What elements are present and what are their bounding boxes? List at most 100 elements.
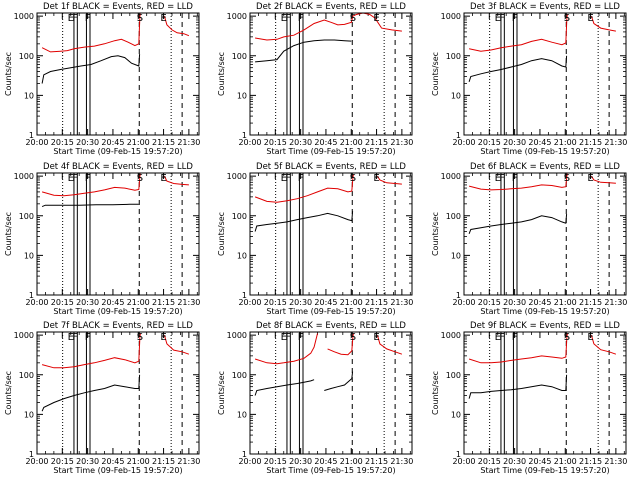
x-axis-label: Start Time (09-Feb-15 19:57:20) bbox=[53, 466, 182, 475]
lld-series-line bbox=[41, 333, 141, 369]
x-tick-label: 21:15 bbox=[152, 298, 175, 307]
events-series-line bbox=[324, 371, 354, 391]
event-marker: E bbox=[495, 332, 501, 343]
x-tick-label: 20:15 bbox=[264, 298, 287, 307]
y-axis-label: Counts/sec bbox=[431, 212, 440, 256]
chart-title: Det 7f BLACK = Events, RED = LLD bbox=[43, 321, 193, 331]
lld-series-line bbox=[254, 174, 354, 203]
x-tick-label: 21:00 bbox=[127, 457, 150, 466]
lld-series-line bbox=[41, 13, 141, 53]
x-tick-label: 20:00 bbox=[238, 457, 261, 466]
y-axis-label: Counts/sec bbox=[431, 371, 440, 415]
x-axis-label: Start Time (09-Feb-15 19:57:20) bbox=[480, 466, 609, 475]
chart-title: Det 6f BLACK = Events, RED = LLD bbox=[470, 162, 620, 172]
y-axis-label: Counts/sec bbox=[431, 52, 440, 96]
event-marker: S bbox=[350, 173, 356, 184]
plot-frame bbox=[36, 172, 200, 296]
y-axis-label: Counts/sec bbox=[4, 371, 13, 415]
event-marker: F bbox=[85, 173, 91, 184]
x-tick-label: 21:30 bbox=[604, 138, 627, 147]
chart-panel-2: Det 2f BLACK = Events, RED = LLD Counts/s… bbox=[217, 2, 413, 156]
x-tick-label: 20:00 bbox=[452, 457, 475, 466]
events-series-line bbox=[41, 374, 141, 412]
y-tick-label: 1 bbox=[242, 131, 247, 140]
y-tick-label: 1000 bbox=[14, 331, 34, 340]
y-tick-label: 1 bbox=[29, 131, 34, 140]
y-tick-label: 1000 bbox=[227, 172, 247, 181]
x-tick-label: 20:00 bbox=[452, 138, 475, 147]
plot-frame bbox=[463, 172, 627, 296]
x-tick-label: 21:00 bbox=[340, 298, 363, 307]
event-marker: E bbox=[160, 13, 166, 24]
events-series-line bbox=[468, 214, 568, 234]
y-tick-label: 1 bbox=[242, 291, 247, 300]
x-tick-label: 21:30 bbox=[177, 138, 200, 147]
event-marker: E bbox=[495, 13, 501, 24]
y-axis-label: Counts/sec bbox=[4, 212, 13, 256]
event-marker: E bbox=[160, 332, 166, 343]
x-tick-label: 20:00 bbox=[452, 298, 475, 307]
event-marker: F bbox=[285, 173, 291, 184]
y-tick-label: 1000 bbox=[441, 172, 461, 181]
lld-series-line bbox=[590, 175, 616, 184]
events-series-line bbox=[254, 379, 315, 396]
x-tick-label: 21:15 bbox=[365, 138, 388, 147]
x-tick-label: 21:00 bbox=[127, 138, 150, 147]
chart-panel-7: Det 7f BLACK = Events, RED = LLD Counts/s… bbox=[4, 321, 200, 475]
x-tick-label: 20:45 bbox=[101, 138, 124, 147]
x-axis-label: Start Time (09-Feb-15 19:57:20) bbox=[266, 466, 395, 475]
y-tick-label: 10 bbox=[237, 410, 247, 419]
event-marker: S bbox=[350, 332, 356, 343]
chart-title: Det 9f BLACK = Events, RED = LLD bbox=[470, 321, 620, 331]
x-tick-label: 20:30 bbox=[76, 298, 99, 307]
event-marker: S bbox=[137, 332, 143, 343]
event-marker: E bbox=[373, 332, 379, 343]
y-tick-label: 1000 bbox=[14, 172, 34, 181]
x-tick-label: 21:15 bbox=[365, 457, 388, 466]
chart-panel-8: Det 8f BLACK = Events, RED = LLD Counts/s… bbox=[217, 321, 413, 475]
x-axis-label: Start Time (09-Feb-15 19:57:20) bbox=[266, 307, 395, 316]
x-tick-label: 21:30 bbox=[177, 457, 200, 466]
x-axis-label: Start Time (09-Feb-15 19:57:20) bbox=[53, 147, 182, 156]
event-marker: F bbox=[298, 13, 304, 24]
y-tick-label: 100 bbox=[232, 371, 247, 380]
x-tick-label: 21:00 bbox=[127, 298, 150, 307]
chart-title: Det 2f BLACK = Events, RED = LLD bbox=[256, 2, 406, 12]
event-marker: F bbox=[298, 332, 304, 343]
event-marker: E bbox=[68, 332, 74, 343]
lld-series-line bbox=[255, 12, 402, 41]
y-tick-label: 10 bbox=[24, 251, 34, 260]
x-tick-label: 20:15 bbox=[51, 138, 74, 147]
chart-title: Det 3f BLACK = Events, RED = LLD bbox=[470, 2, 620, 12]
events-series-line bbox=[468, 374, 568, 399]
y-tick-label: 1000 bbox=[227, 331, 247, 340]
chart-title: Det 8f BLACK = Events, RED = LLD bbox=[256, 321, 406, 331]
event-marker: E bbox=[587, 13, 593, 24]
y-tick-label: 10 bbox=[451, 91, 461, 100]
plot-frame bbox=[36, 12, 200, 136]
events-series-line bbox=[41, 203, 139, 208]
y-tick-label: 1000 bbox=[227, 12, 247, 21]
event-marker: E bbox=[373, 13, 379, 24]
x-tick-label: 20:45 bbox=[528, 138, 551, 147]
y-tick-label: 1 bbox=[456, 131, 461, 140]
y-tick-label: 100 bbox=[446, 371, 461, 380]
x-tick-label: 21:00 bbox=[554, 138, 577, 147]
x-tick-label: 20:15 bbox=[51, 457, 74, 466]
events-series-line bbox=[468, 55, 568, 82]
y-tick-label: 1000 bbox=[14, 12, 34, 21]
event-marker: F bbox=[512, 173, 518, 184]
x-tick-label: 21:15 bbox=[579, 457, 602, 466]
x-tick-label: 20:00 bbox=[238, 138, 261, 147]
events-series-line bbox=[254, 211, 354, 232]
event-marker: F bbox=[85, 13, 91, 24]
event-marker: F bbox=[72, 332, 78, 343]
lld-series-line bbox=[468, 333, 568, 364]
plot-frame bbox=[463, 12, 627, 136]
x-tick-label: 20:45 bbox=[101, 457, 124, 466]
x-axis-label: Start Time (09-Feb-15 19:57:20) bbox=[480, 147, 609, 156]
y-tick-label: 100 bbox=[446, 212, 461, 221]
chart-panel-9: Det 9f BLACK = Events, RED = LLD Counts/s… bbox=[431, 321, 627, 475]
x-tick-label: 21:30 bbox=[390, 298, 413, 307]
